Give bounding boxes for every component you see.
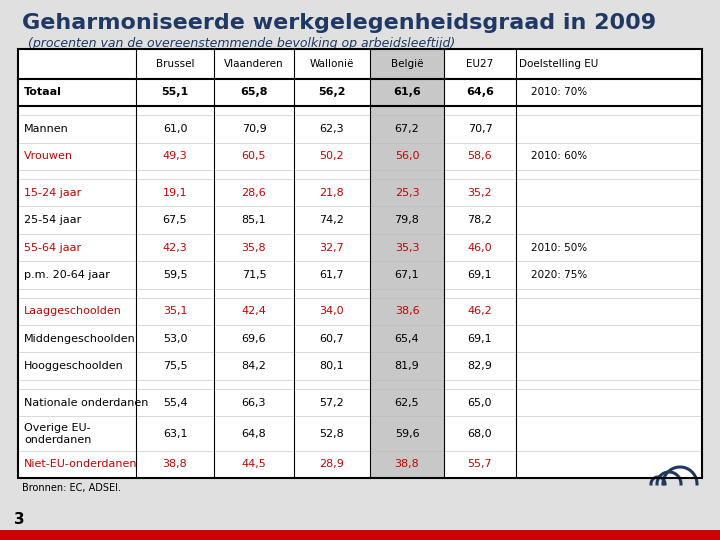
Text: 49,3: 49,3	[163, 151, 187, 161]
Text: 38,8: 38,8	[163, 460, 187, 469]
Text: België: België	[391, 59, 423, 69]
Text: 62,5: 62,5	[395, 397, 419, 408]
Text: 56,0: 56,0	[395, 151, 419, 161]
Text: 67,2: 67,2	[395, 124, 419, 134]
Text: Hooggeschoolden: Hooggeschoolden	[24, 361, 124, 371]
Text: 35,1: 35,1	[163, 306, 187, 316]
Text: 2020: 75%: 2020: 75%	[531, 270, 587, 280]
Text: Nationale onderdanen: Nationale onderdanen	[24, 397, 148, 408]
Text: 61,7: 61,7	[320, 270, 344, 280]
Text: 28,9: 28,9	[320, 460, 344, 469]
Text: 59,6: 59,6	[395, 429, 419, 438]
Text: 65,8: 65,8	[240, 87, 268, 97]
Text: Vrouwen: Vrouwen	[24, 151, 73, 161]
Bar	[370, 49, 444, 478]
Text: 85,1: 85,1	[242, 215, 266, 225]
Text: 2010: 70%: 2010: 70%	[531, 87, 587, 97]
Text: 42,4: 42,4	[242, 306, 266, 316]
Text: 56,2: 56,2	[318, 87, 346, 97]
Text: Vlaanderen: Vlaanderen	[224, 59, 284, 69]
Text: 19,1: 19,1	[163, 188, 187, 198]
Text: 52,8: 52,8	[320, 429, 344, 438]
Text: (procenten van de overeenstemmende bevolking op arbeidsleeftijd): (procenten van de overeenstemmende bevol…	[28, 37, 455, 50]
Text: 32,7: 32,7	[320, 242, 344, 253]
Text: 63,1: 63,1	[163, 429, 187, 438]
Text: 82,9: 82,9	[467, 361, 492, 371]
Text: Middengeschoolden: Middengeschoolden	[24, 334, 136, 344]
Text: 42,3: 42,3	[163, 242, 187, 253]
Text: 35,8: 35,8	[242, 242, 266, 253]
Text: 79,8: 79,8	[395, 215, 420, 225]
Text: 67,1: 67,1	[395, 270, 419, 280]
Text: 60,7: 60,7	[320, 334, 344, 344]
Text: Brussel: Brussel	[156, 59, 194, 69]
Text: Laaggeschoolden: Laaggeschoolden	[24, 306, 122, 316]
Text: p.m. 20-64 jaar: p.m. 20-64 jaar	[24, 270, 110, 280]
Text: 57,2: 57,2	[320, 397, 344, 408]
Text: Geharmoniseerde werkgelegenheidsgraad in 2009: Geharmoniseerde werkgelegenheidsgraad in…	[22, 13, 656, 33]
Text: 55,7: 55,7	[468, 460, 492, 469]
Text: 70,7: 70,7	[467, 124, 492, 134]
Text: Mannen: Mannen	[24, 124, 68, 134]
Text: 55,4: 55,4	[163, 397, 187, 408]
Text: 46,0: 46,0	[468, 242, 492, 253]
Text: 46,2: 46,2	[467, 306, 492, 316]
Text: 62,3: 62,3	[320, 124, 344, 134]
Text: 59,5: 59,5	[163, 270, 187, 280]
Text: 80,1: 80,1	[320, 361, 344, 371]
Text: 2010: 50%: 2010: 50%	[531, 242, 587, 253]
Text: 28,6: 28,6	[242, 188, 266, 198]
Text: 70,9: 70,9	[242, 124, 266, 134]
Text: Bronnen: EC, ADSEI.: Bronnen: EC, ADSEI.	[22, 483, 121, 493]
Text: 69,1: 69,1	[468, 270, 492, 280]
Text: 71,5: 71,5	[242, 270, 266, 280]
Text: 55-64 jaar: 55-64 jaar	[24, 242, 81, 253]
Text: 15-24 jaar: 15-24 jaar	[24, 188, 81, 198]
Text: 66,3: 66,3	[242, 397, 266, 408]
Text: 35,2: 35,2	[468, 188, 492, 198]
Text: 25-54 jaar: 25-54 jaar	[24, 215, 81, 225]
Text: 78,2: 78,2	[467, 215, 492, 225]
Text: 64,6: 64,6	[466, 87, 494, 97]
Bar	[18, 49, 702, 478]
Text: 69,6: 69,6	[242, 334, 266, 344]
Text: 68,0: 68,0	[468, 429, 492, 438]
Text: 67,5: 67,5	[163, 215, 187, 225]
Text: 55,1: 55,1	[161, 87, 189, 97]
Text: 38,6: 38,6	[395, 306, 419, 316]
Text: Doelstelling EU: Doelstelling EU	[519, 59, 598, 69]
Text: 50,2: 50,2	[320, 151, 344, 161]
Text: Wallonië: Wallonië	[310, 59, 354, 69]
Text: 65,4: 65,4	[395, 334, 419, 344]
Text: 61,0: 61,0	[163, 124, 187, 134]
Text: 53,0: 53,0	[163, 334, 187, 344]
Text: 75,5: 75,5	[163, 361, 187, 371]
Text: 25,3: 25,3	[395, 188, 419, 198]
Text: 69,1: 69,1	[468, 334, 492, 344]
Text: 44,5: 44,5	[242, 460, 266, 469]
Text: 61,6: 61,6	[393, 87, 421, 97]
Text: Totaal: Totaal	[24, 87, 62, 97]
Text: 64,8: 64,8	[242, 429, 266, 438]
Text: 65,0: 65,0	[468, 397, 492, 408]
Text: 21,8: 21,8	[320, 188, 344, 198]
Text: 38,8: 38,8	[395, 460, 419, 469]
Text: Overige EU-: Overige EU-	[24, 423, 91, 434]
Text: 58,6: 58,6	[468, 151, 492, 161]
Text: 3: 3	[14, 512, 24, 528]
Text: Niet-EU-onderdanen: Niet-EU-onderdanen	[24, 460, 138, 469]
Text: 34,0: 34,0	[320, 306, 344, 316]
Text: 84,2: 84,2	[242, 361, 266, 371]
Text: 60,5: 60,5	[242, 151, 266, 161]
Text: 2010: 60%: 2010: 60%	[531, 151, 587, 161]
Text: 35,3: 35,3	[395, 242, 419, 253]
Bar	[18, 49, 702, 478]
Text: onderdanen: onderdanen	[24, 435, 91, 445]
Bar	[0, 530, 720, 540]
Text: 74,2: 74,2	[320, 215, 344, 225]
Text: 81,9: 81,9	[395, 361, 419, 371]
Text: EU27: EU27	[467, 59, 494, 69]
